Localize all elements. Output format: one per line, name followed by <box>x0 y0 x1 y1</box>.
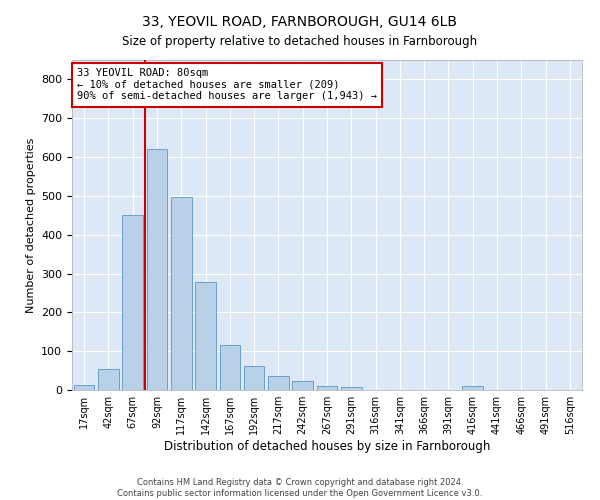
Bar <box>171 196 191 390</box>
Bar <box>195 282 216 390</box>
Bar <box>268 376 289 390</box>
Text: Size of property relative to detached houses in Farnborough: Size of property relative to detached ho… <box>122 35 478 48</box>
X-axis label: Distribution of detached houses by size in Farnborough: Distribution of detached houses by size … <box>164 440 490 453</box>
Bar <box>292 382 313 390</box>
Bar <box>317 386 337 390</box>
Bar <box>122 216 143 390</box>
Bar <box>220 346 240 390</box>
Y-axis label: Number of detached properties: Number of detached properties <box>26 138 35 312</box>
Text: 33, YEOVIL ROAD, FARNBOROUGH, GU14 6LB: 33, YEOVIL ROAD, FARNBOROUGH, GU14 6LB <box>143 15 458 29</box>
Bar <box>98 368 119 390</box>
Bar <box>341 387 362 390</box>
Bar <box>146 150 167 390</box>
Bar <box>74 386 94 390</box>
Text: Contains HM Land Registry data © Crown copyright and database right 2024.
Contai: Contains HM Land Registry data © Crown c… <box>118 478 482 498</box>
Bar <box>244 366 265 390</box>
Text: 33 YEOVIL ROAD: 80sqm
← 10% of detached houses are smaller (209)
90% of semi-det: 33 YEOVIL ROAD: 80sqm ← 10% of detached … <box>77 68 377 102</box>
Bar <box>463 386 483 390</box>
